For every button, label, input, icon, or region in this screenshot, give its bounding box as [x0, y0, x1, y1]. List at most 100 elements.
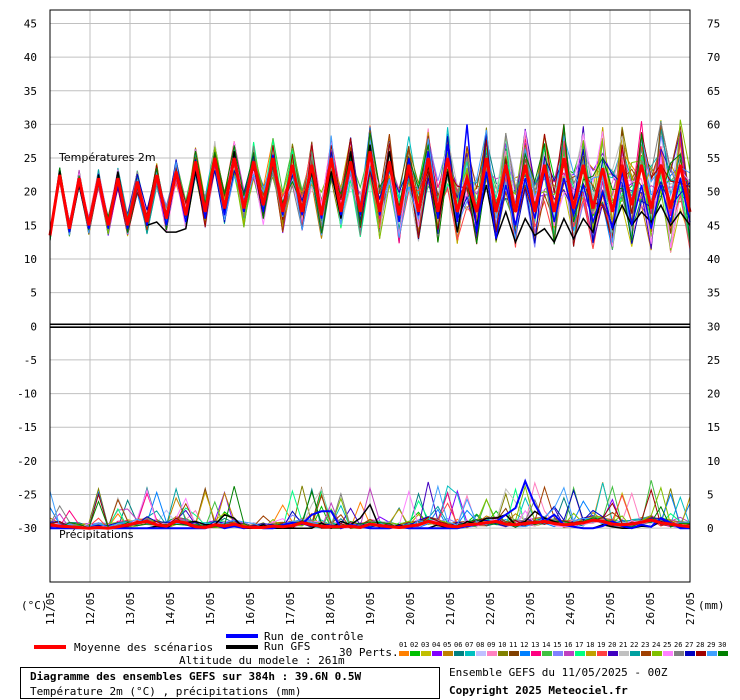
pert-legend-label: 03	[421, 641, 429, 649]
pert-legend-label: 07	[465, 641, 473, 649]
pert-legend-swatch	[410, 651, 420, 656]
pert-legend-swatch	[454, 651, 464, 656]
pert-legend-swatch	[586, 651, 596, 656]
left-axis-unit: (°C)	[21, 599, 48, 612]
y-right-tick-label: 30	[707, 320, 720, 333]
ensemble-run-label: Ensemble GEFS du 11/05/2025 - 00Z	[449, 666, 668, 679]
pert-legend-label: 01	[399, 641, 407, 649]
control-precip-line	[50, 478, 690, 530]
legend-mean-label: Moyenne des scénarios	[74, 641, 213, 654]
y-right-tick-label: 60	[707, 118, 720, 131]
pert-legend-swatch	[531, 651, 541, 656]
pert-legend-swatch	[421, 651, 431, 656]
pert-legend-swatch	[674, 651, 684, 656]
x-tick-label: 11/05	[44, 592, 57, 625]
pert-legend-swatch	[487, 651, 497, 656]
x-tick-label: 15/05	[204, 592, 217, 625]
pert-legend-label: 10	[498, 641, 506, 649]
y-left-tick-label: 30	[24, 118, 37, 131]
y-left-tick-label: 40	[24, 51, 37, 64]
pert-legend-label: 20	[608, 641, 616, 649]
pert-legend-swatch	[553, 651, 563, 656]
pert-legend-label: 25	[663, 641, 671, 649]
temp-pane-label: Températures 2m	[58, 151, 156, 164]
pert-legend-swatch	[432, 651, 442, 656]
pert-legend-swatch	[696, 651, 706, 656]
pert-legend-swatch	[707, 651, 717, 656]
legend-gfs-label: Run GFS	[264, 640, 310, 653]
y-left-tick-label: -20	[17, 455, 37, 468]
pert-legend-label: 09	[487, 641, 495, 649]
pert-legend-swatch	[652, 651, 662, 656]
x-tick-label: 25/05	[604, 592, 617, 625]
pert-legend-swatch	[465, 651, 475, 656]
y-left-tick-label: -10	[17, 388, 37, 401]
y-left-tick-label: 45	[24, 17, 37, 30]
info-box	[20, 667, 440, 699]
pert-legend-label: 29	[707, 641, 715, 649]
mean-temp-line	[48, 151, 692, 236]
pert-legend-swatch	[685, 651, 695, 656]
pert-legend: 01 02 03 04 05 06 07 08 09 10 11 12 13 14 15 16 17 18 19 20…	[399, 641, 728, 656]
x-tick-label: 19/05	[364, 592, 377, 625]
chart-subtitle: Température 2m (°C) , précipitations (mm…	[30, 685, 302, 698]
pert-legend-label: 27	[685, 641, 693, 649]
pert-legend-label: 05	[443, 641, 451, 649]
x-tick-label: 27/05	[684, 592, 697, 625]
pert-legend-swatch	[399, 651, 409, 656]
x-tick-label: 12/05	[84, 592, 97, 625]
y-left-tick-label: 15	[24, 219, 37, 232]
y-right-tick-label: 50	[707, 186, 720, 199]
pert-temp-line	[49, 124, 691, 245]
x-tick-label: 14/05	[164, 592, 177, 625]
pert-legend-label: 23	[641, 641, 649, 649]
x-tick-label: 16/05	[244, 592, 257, 625]
pert-legend-label: 16	[564, 641, 572, 649]
y-left-tick-label: 10	[24, 253, 37, 266]
pert-legend-swatch	[608, 651, 618, 656]
axes: 11/05 12/05 13/05 14/05 15/05 16/05 17/05 18/05…	[17, 9, 720, 625]
y-right-tick-label: 40	[707, 253, 720, 266]
y-right-tick-label: 75	[707, 17, 720, 30]
pert-legend-label: 12	[520, 641, 528, 649]
pert-legend-swatch	[564, 651, 574, 656]
pert-legend-label: 14	[542, 641, 550, 649]
pert-legend-swatch	[520, 651, 530, 656]
x-tick-label: 20/05	[404, 592, 417, 625]
y-left-tick-label: -30	[17, 522, 37, 535]
right-axis-unit: (mm)	[698, 599, 725, 612]
gfs-temp-line	[49, 144, 691, 245]
pert-legend-label: 02	[410, 641, 418, 649]
y-left-tick-label: -25	[17, 489, 37, 502]
y-left-tick-label: 25	[24, 152, 37, 165]
y-right-tick-label: 65	[707, 85, 720, 98]
y-left-tick-label: 20	[24, 186, 37, 199]
x-tick-label: 17/05	[284, 592, 297, 625]
x-tick-label: 26/05	[644, 592, 657, 625]
y-right-tick-label: 15	[707, 421, 720, 434]
pert-legend-label: 24	[652, 641, 660, 649]
pert-legend-label: 28	[696, 641, 704, 649]
pert-legend-label: 06	[454, 641, 462, 649]
pert-legend-label: 11	[509, 641, 517, 649]
pert-legend-label: 18	[586, 641, 594, 649]
precip-pane-label: Précipitations	[59, 528, 134, 541]
x-tick-label: 21/05	[444, 592, 457, 625]
pert-legend-label: 19	[597, 641, 605, 649]
y-right-tick-label: 55	[707, 152, 720, 165]
pert-legend-swatch	[619, 651, 629, 656]
pert-legend-swatch	[509, 651, 519, 656]
x-tick-label: 24/05	[564, 592, 577, 625]
y-right-tick-label: 45	[707, 219, 720, 232]
pert-legend-swatch	[663, 651, 673, 656]
y-right-tick-label: 70	[707, 51, 720, 64]
y-right-tick-label: 25	[707, 354, 720, 367]
pert-legend-swatch	[718, 651, 728, 656]
altitude-label: Altitude du modele : 261m	[179, 654, 345, 667]
pert-legend-swatch	[575, 651, 585, 656]
pert-legend-label: 08	[476, 641, 484, 649]
plot-frame	[49, 9, 691, 583]
copyright-label: Copyright 2025 Meteociel.fr	[449, 684, 628, 697]
y-right-tick-label: 10	[707, 455, 720, 468]
